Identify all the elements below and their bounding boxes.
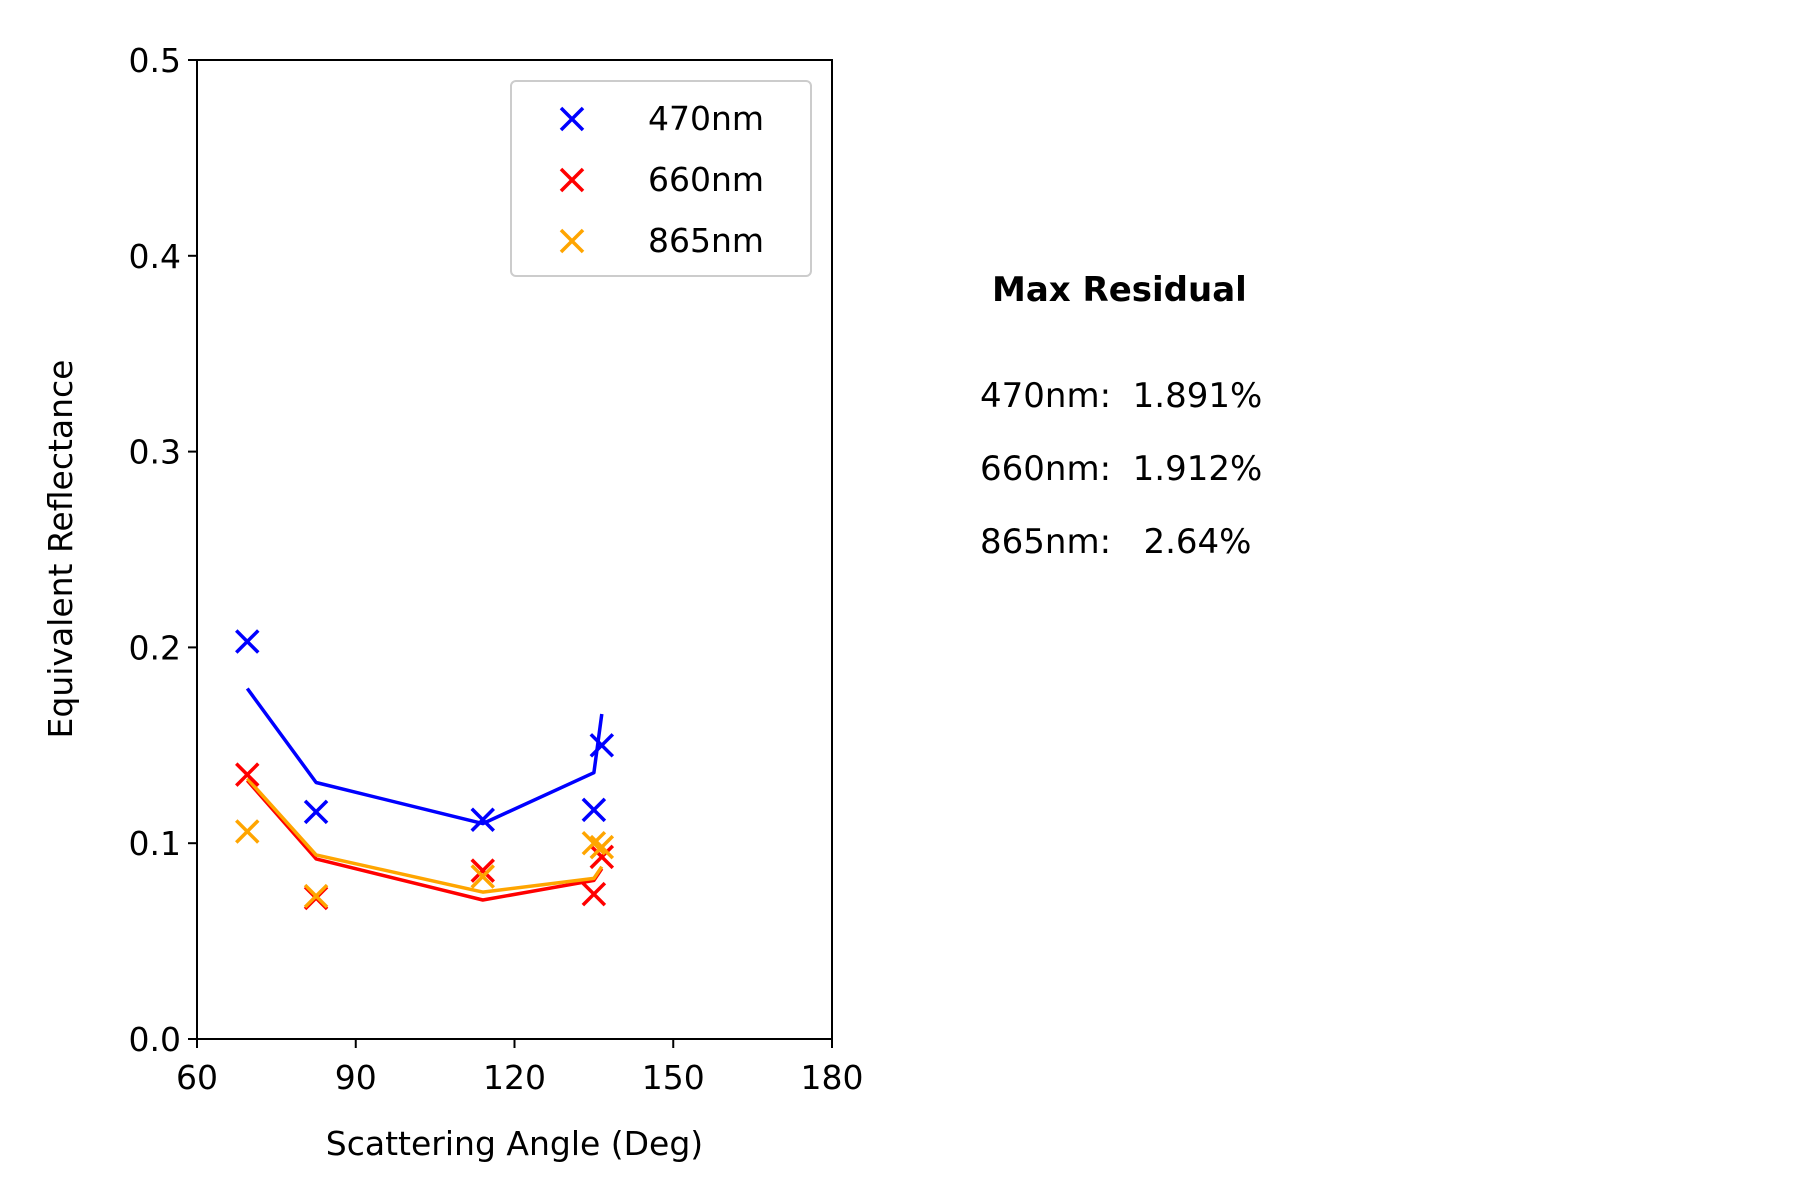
legend-marker-660nm (559, 167, 585, 193)
model-line-660nm (245, 779, 604, 902)
data-point-470nm (235, 629, 260, 654)
legend-label-865nm: 865nm (648, 221, 764, 260)
y-tick-label: 0.5 (129, 41, 181, 80)
x-tick-label: 90 (335, 1058, 377, 1097)
residual-title: Max Residual (992, 270, 1247, 310)
legend-marker-470nm (559, 106, 585, 132)
legend: 470nm 660nm 865nm (510, 80, 812, 277)
legend-box (510, 80, 812, 277)
x-tick-label: 120 (483, 1058, 546, 1097)
residual-value: 2.64% (1111, 522, 1252, 562)
x-tick-label: 180 (801, 1058, 864, 1097)
data-point-470nm (470, 807, 495, 832)
residual-band-label: 865nm: (980, 522, 1112, 562)
data-point-865nm (303, 883, 329, 909)
data-point-660nm (581, 881, 607, 907)
residual-row: 470nm: 1.891% (980, 360, 1580, 433)
y-tick-label: 0.4 (129, 237, 181, 276)
data-point-865nm (235, 819, 260, 844)
residual-band-label: 660nm: (980, 449, 1112, 489)
data-point-660nm (589, 844, 615, 870)
residual-row: 865nm: 2.64% (980, 506, 1580, 579)
x-tick-label: 150 (642, 1058, 705, 1097)
y-tick-label: 0.3 (129, 433, 181, 472)
data-point-865nm (470, 864, 495, 889)
model-line-470nm (245, 687, 604, 826)
y-tick-label: 0.2 (129, 628, 181, 667)
residual-value: 1.891% (1111, 376, 1263, 416)
y-tick-label: 0.0 (129, 1020, 181, 1059)
legend-label-660nm: 660nm (648, 160, 764, 199)
data-point-660nm (470, 858, 495, 883)
legend-marker-865nm (559, 228, 585, 254)
data-point-865nm (581, 830, 607, 856)
data-point-470nm (581, 797, 607, 823)
residual-row: 660nm: 1.912% (980, 433, 1580, 506)
model-line-865nm (246, 777, 604, 894)
data-point-660nm (235, 762, 260, 787)
legend-label-470nm: 470nm (648, 99, 764, 138)
residual-band-label: 470nm: (980, 376, 1112, 416)
residual-list: 470nm: 1.891% 660nm: 1.912% 865nm: 2.64% (980, 360, 1580, 579)
plot-area (235, 629, 615, 911)
data-point-470nm (589, 733, 615, 758)
data-point-470nm (303, 799, 329, 825)
y-tick-label: 0.1 (129, 824, 181, 863)
residual-panel: Max Residual 470nm: 1.891% 660nm: 1.912% 8… (980, 260, 1580, 579)
residual-value: 1.912% (1111, 449, 1263, 489)
x-axis-label: Scattering Angle (Deg) (326, 1124, 703, 1163)
axis-ticks: 60 90 120 150 180 0.0 0.1 0.2 0.3 0.4 0.5 (129, 41, 864, 1097)
x-tick-label: 60 (176, 1058, 218, 1097)
data-point-865nm (589, 834, 615, 860)
y-axis-label: Equivalent Reflectance (41, 360, 80, 739)
